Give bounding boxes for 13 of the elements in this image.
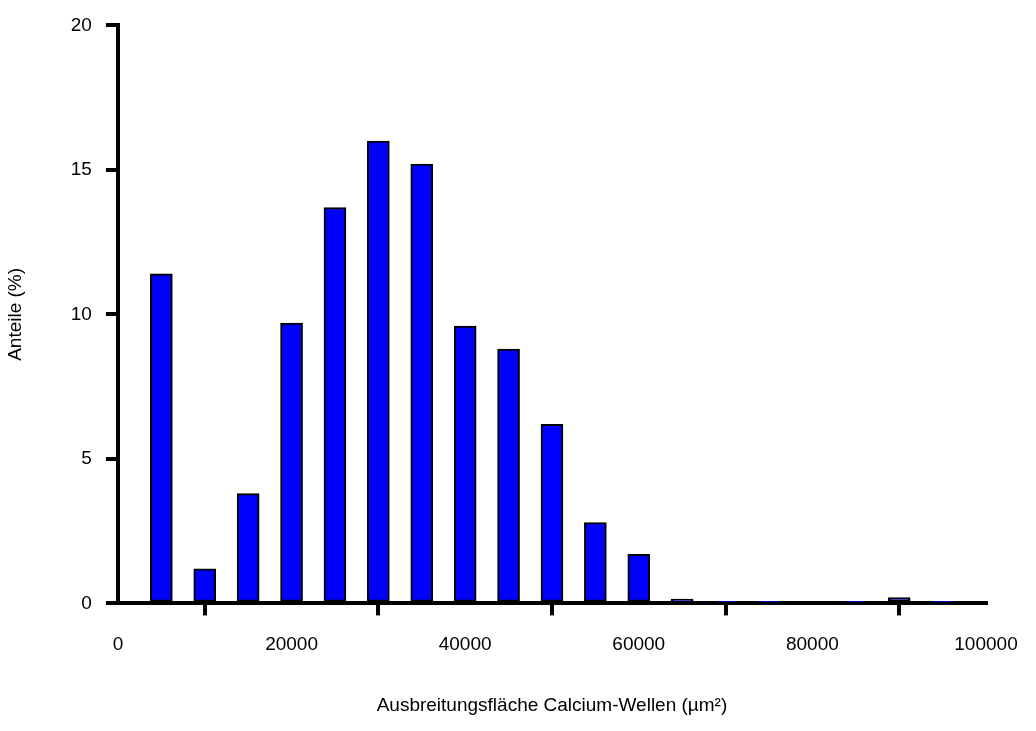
y-axis-title: Anteile (%) — [3, 267, 25, 361]
x-tick-label: 20000 — [265, 633, 318, 655]
y-tick-label: 15 — [70, 158, 92, 180]
x-axis-title: Ausbreitungsfläche Calcium-Wellen (µm²) — [376, 693, 728, 715]
x-tick-label: 60000 — [612, 633, 666, 655]
x-tick-label: 80000 — [785, 633, 839, 655]
y-tick-label: 10 — [70, 302, 92, 324]
y-tick-label: 0 — [81, 591, 92, 613]
x-tick-label: 100000 — [954, 633, 1018, 655]
y-tick-label: 5 — [81, 447, 92, 469]
y-tick-label: 20 — [70, 13, 92, 35]
x-tick-label: 40000 — [438, 633, 492, 655]
x-tick-label: 0 — [112, 633, 124, 655]
